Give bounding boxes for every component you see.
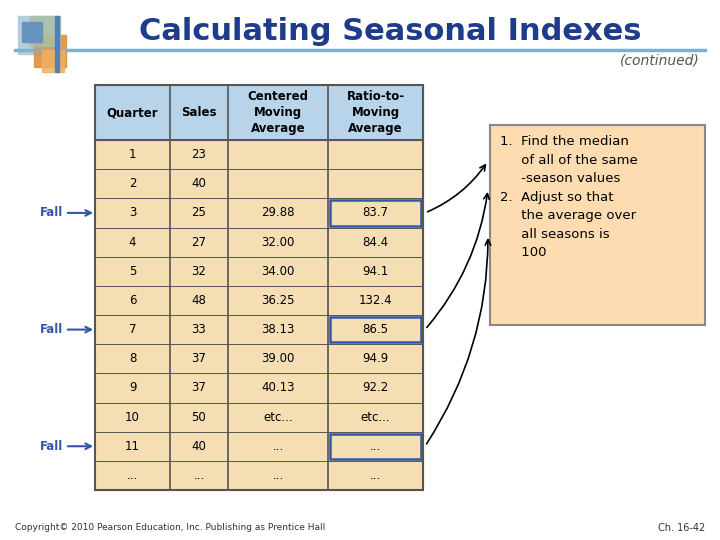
Text: 9: 9 [129,381,136,394]
Text: 132.4: 132.4 [359,294,392,307]
Text: 40: 40 [192,177,207,190]
Text: Fall: Fall [40,440,63,453]
Bar [330,317,421,342]
Text: 94.1: 94.1 [362,265,389,278]
Text: ...: ... [370,469,381,482]
Bar [95,85,423,140]
Text: Ch. 16-42: Ch. 16-42 [658,523,705,533]
Text: Calculating Seasonal Indexes: Calculating Seasonal Indexes [139,17,642,46]
Text: 33: 33 [192,323,207,336]
Text: 48: 48 [192,294,207,307]
Text: 23: 23 [192,148,207,161]
Text: 36.25: 36.25 [261,294,294,307]
Bar [30,16,60,46]
Text: 40.13: 40.13 [261,381,294,394]
Text: ...: ... [272,440,284,453]
Bar [22,22,42,42]
Text: 5: 5 [129,265,136,278]
Bar [330,434,421,459]
Text: 37: 37 [192,352,207,365]
Text: Sales: Sales [181,106,217,119]
Text: etc...: etc... [264,410,293,423]
Text: 32: 32 [192,265,207,278]
Bar [95,85,423,490]
Text: Copyright© 2010 Pearson Education, Inc. Publishing as Prentice Hall: Copyright© 2010 Pearson Education, Inc. … [15,523,325,532]
Text: 2: 2 [129,177,136,190]
Text: 34.00: 34.00 [261,265,294,278]
Text: 38.13: 38.13 [261,323,294,336]
Text: 1.  Find the median
     of all of the same
     -season values
2.  Adjust so th: 1. Find the median of all of the same -s… [500,135,638,259]
Text: 4: 4 [129,235,136,248]
Bar [34,35,66,67]
Text: 40: 40 [192,440,207,453]
Text: 29.88: 29.88 [261,206,294,219]
Text: Quarter: Quarter [107,106,158,119]
Text: 50: 50 [192,410,207,423]
Text: Ratio-to-
Moving
Average: Ratio-to- Moving Average [346,90,405,135]
Text: 6: 6 [129,294,136,307]
Bar [330,200,421,226]
Bar [95,140,423,490]
Text: ...: ... [194,469,204,482]
Text: ...: ... [272,469,284,482]
Text: 1: 1 [129,148,136,161]
Text: ...: ... [370,440,381,453]
Text: 94.9: 94.9 [362,352,389,365]
Text: 25: 25 [192,206,207,219]
Text: Fall: Fall [40,323,63,336]
Bar [490,125,705,325]
Text: 27: 27 [192,235,207,248]
Bar [42,50,64,72]
Text: ...: ... [127,469,138,482]
Text: 39.00: 39.00 [261,352,294,365]
Text: 3: 3 [129,206,136,219]
Text: etc...: etc... [361,410,390,423]
Text: 92.2: 92.2 [362,381,389,394]
Text: 11: 11 [125,440,140,453]
Bar [55,16,59,72]
Text: 8: 8 [129,352,136,365]
Text: 84.4: 84.4 [362,235,389,248]
Text: 32.00: 32.00 [261,235,294,248]
Text: (continued): (continued) [620,54,700,68]
Text: 86.5: 86.5 [362,323,389,336]
Text: 37: 37 [192,381,207,394]
Text: 83.7: 83.7 [362,206,389,219]
Text: 7: 7 [129,323,136,336]
Text: Fall: Fall [40,206,63,219]
Text: Centered
Moving
Average: Centered Moving Average [248,90,308,135]
Bar [18,16,56,54]
Text: 10: 10 [125,410,140,423]
